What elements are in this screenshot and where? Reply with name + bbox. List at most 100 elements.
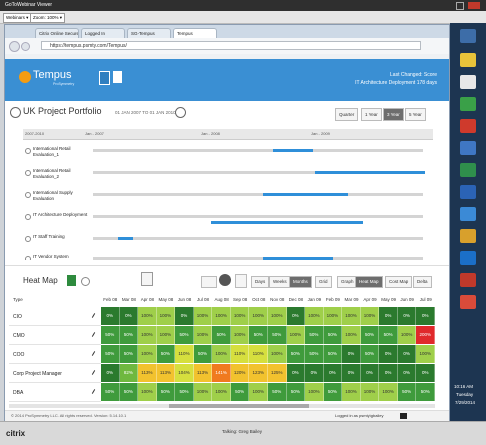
mode-button[interactable]: Cost Map <box>385 276 413 288</box>
range-button[interactable]: 5 Year <box>405 108 426 121</box>
app-icon[interactable] <box>460 229 476 243</box>
heat-cell: 100% <box>268 307 287 325</box>
zoom-menu[interactable]: Zoom: 100% ▾ <box>30 13 66 23</box>
edit-icon[interactable] <box>91 389 96 394</box>
app-icon[interactable] <box>460 207 476 221</box>
app-icon[interactable] <box>460 75 476 89</box>
timeline-track <box>93 215 423 218</box>
range-button[interactable]: 1 Year <box>361 108 382 121</box>
forward-button[interactable] <box>21 42 30 51</box>
row-type: CMO <box>13 333 25 339</box>
taskbar: 10:16 AM Tuesday 7/29/2014 <box>450 23 486 421</box>
edit-icon[interactable] <box>91 370 96 375</box>
view-button[interactable]: Months <box>289 276 312 288</box>
select-circle[interactable] <box>25 214 31 220</box>
cost-button[interactable] <box>235 274 247 288</box>
select-circle[interactable] <box>25 148 31 154</box>
timeline-label: Jan - 2007 <box>85 131 104 136</box>
select-circle[interactable] <box>25 256 31 260</box>
webinars-menu[interactable]: Webinars ▾ <box>3 13 32 23</box>
bookmarks-bar <box>5 54 449 59</box>
browser-tab[interactable]: SG-Tempus <box>127 28 171 38</box>
row-divider <box>9 401 101 402</box>
app-icon[interactable] <box>460 295 476 309</box>
range-button[interactable]: Quarter <box>335 108 359 121</box>
timeline-label: 2007-2010 <box>25 131 45 136</box>
heat-cell: 100% <box>416 345 435 363</box>
mode-button[interactable]: Graph <box>337 276 358 288</box>
app-icon[interactable] <box>460 251 476 265</box>
heat-cell: 0% <box>379 307 398 325</box>
timeline-track <box>93 193 423 196</box>
heat-cell: 50% <box>101 345 120 363</box>
clock-date: 7/29/2014 <box>455 400 476 405</box>
heat-cell: 100% <box>230 307 250 325</box>
month-header: Jun 09 <box>400 297 414 302</box>
browser-tab[interactable]: Tempus <box>173 28 217 38</box>
heat-cell: 123% <box>249 364 268 382</box>
view-button[interactable]: Days <box>251 276 270 288</box>
back-circle[interactable] <box>10 107 21 118</box>
window-max[interactable] <box>456 2 464 10</box>
project-row[interactable]: IT Vendor System <box>23 254 433 260</box>
scroll-thumb[interactable] <box>169 404 309 408</box>
pin-button[interactable] <box>141 272 153 286</box>
select-circle[interactable] <box>25 170 31 176</box>
browser-tab[interactable]: Citrix Online Secure Login <box>35 28 79 38</box>
edit-icon[interactable] <box>91 313 96 318</box>
mode-button[interactable]: Delta <box>413 276 432 288</box>
heat-cell: 113% <box>156 364 176 382</box>
select-circle[interactable] <box>25 192 31 198</box>
browser-tab[interactable]: Logged In <box>81 28 125 38</box>
clock-button[interactable] <box>219 274 231 286</box>
month-header: Feb 08 <box>103 297 118 302</box>
start-icon[interactable] <box>460 29 476 43</box>
doc-icon[interactable] <box>99 71 110 85</box>
view-button[interactable]: Weeks <box>269 276 291 288</box>
back-button[interactable] <box>9 41 20 52</box>
list-button[interactable] <box>201 276 217 288</box>
row-type: Corp Project Manager <box>13 371 62 377</box>
url-field[interactable]: https://tempus.psmty.com/Tempus/ <box>41 41 421 50</box>
portfolio-bar: UK Project Portfolio 01 JAN 2007 TO 01 J… <box>5 101 449 127</box>
login-status: Logged in as psmty\gbailey <box>335 413 384 418</box>
grid-icon[interactable] <box>113 71 122 83</box>
app-icon[interactable] <box>460 119 476 133</box>
heat-cell: 50% <box>286 383 306 401</box>
app-icon[interactable] <box>460 141 476 155</box>
app-icon[interactable] <box>460 163 476 177</box>
range-button[interactable]: 3 Year <box>383 108 404 121</box>
window-close[interactable] <box>468 2 480 9</box>
heat-cell: 50% <box>360 326 380 344</box>
app-icon[interactable] <box>460 53 476 67</box>
heat-cell: 50% <box>397 383 417 401</box>
row-divider <box>9 325 101 326</box>
range-picker[interactable] <box>175 107 186 118</box>
portfolio-title: UK Project Portfolio <box>23 106 102 116</box>
heat-cell: 50% <box>101 383 120 401</box>
project-row[interactable]: International Retail Evaluation_1 <box>23 146 433 166</box>
h-scrollbar[interactable] <box>9 404 435 408</box>
edit-icon[interactable] <box>91 351 96 356</box>
logo-sub: ProSymmetry <box>53 82 75 86</box>
mode-button[interactable]: Grid <box>315 276 332 288</box>
edit-icon[interactable] <box>91 332 96 337</box>
project-row[interactable]: International Supply Evaluation <box>23 190 433 210</box>
heat-cell: 50% <box>119 345 139 363</box>
heat-cell: 100% <box>360 383 380 401</box>
select-circle[interactable] <box>25 236 31 242</box>
project-row[interactable]: IT Architecture Deployment <box>23 212 433 232</box>
app-icon[interactable] <box>460 97 476 111</box>
mode-button[interactable]: Heat Map <box>355 276 383 288</box>
project-row[interactable]: International Retail Evaluation_2 <box>23 168 433 188</box>
app-icon[interactable] <box>460 185 476 199</box>
heat-cell: 50% <box>268 383 287 401</box>
viewer-bar: GoToWebinar Viewer <box>0 0 486 11</box>
heat-cell: 50% <box>156 345 176 363</box>
logout-icon[interactable] <box>400 413 407 419</box>
help-icon[interactable] <box>81 277 90 286</box>
project-row[interactable]: IT Staff Training <box>23 234 433 254</box>
heat-cell: 100% <box>138 307 157 325</box>
app-icon[interactable] <box>460 273 476 287</box>
excel-icon[interactable] <box>67 275 76 286</box>
